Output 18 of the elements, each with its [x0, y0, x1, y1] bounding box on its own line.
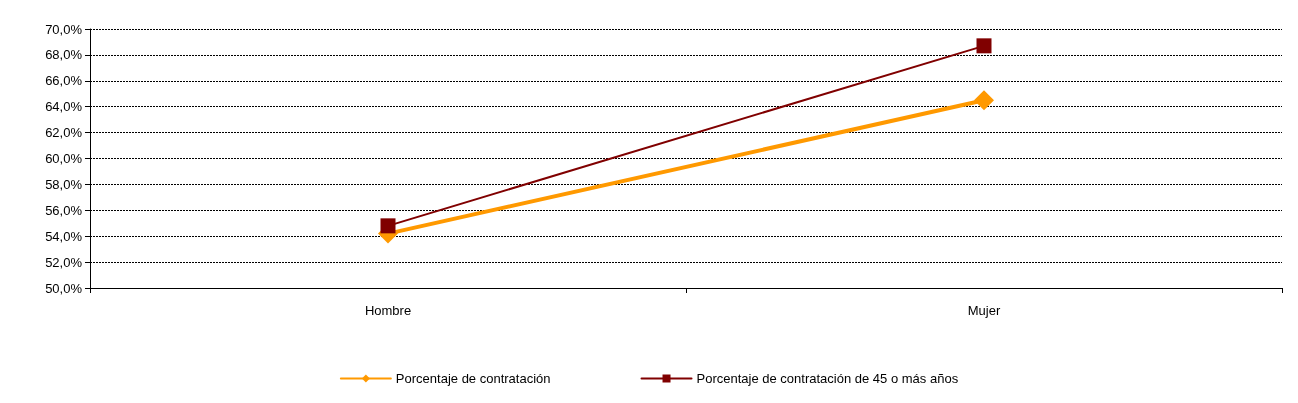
y-tick-label: 60,0%: [45, 151, 83, 166]
y-tick-label: 52,0%: [45, 254, 83, 270]
point: [380, 218, 396, 234]
y-tick-label: 70,0%: [45, 21, 83, 37]
x-tick-label: Mujer: [967, 303, 1001, 318]
y-tick-label: 66,0%: [45, 73, 83, 89]
y-tick-label: 54,0%: [45, 228, 83, 244]
y-tick-label: 62,0%: [45, 125, 83, 141]
y-tick-label: 68,0%: [45, 47, 83, 63]
y-tick-label: 64,0%: [45, 99, 83, 115]
y-tick-label: 50,0%: [45, 280, 83, 296]
point: [974, 90, 994, 111]
legend-label: Porcentaje de contratación de 45 o más años: [696, 371, 959, 386]
point: [976, 38, 992, 54]
legend-label: Porcentaje de contratación: [395, 371, 551, 386]
y-tick-label: 58,0%: [45, 176, 83, 192]
x-tick-label: Hombre: [364, 303, 412, 318]
y-tick-label: 56,0%: [45, 202, 83, 218]
